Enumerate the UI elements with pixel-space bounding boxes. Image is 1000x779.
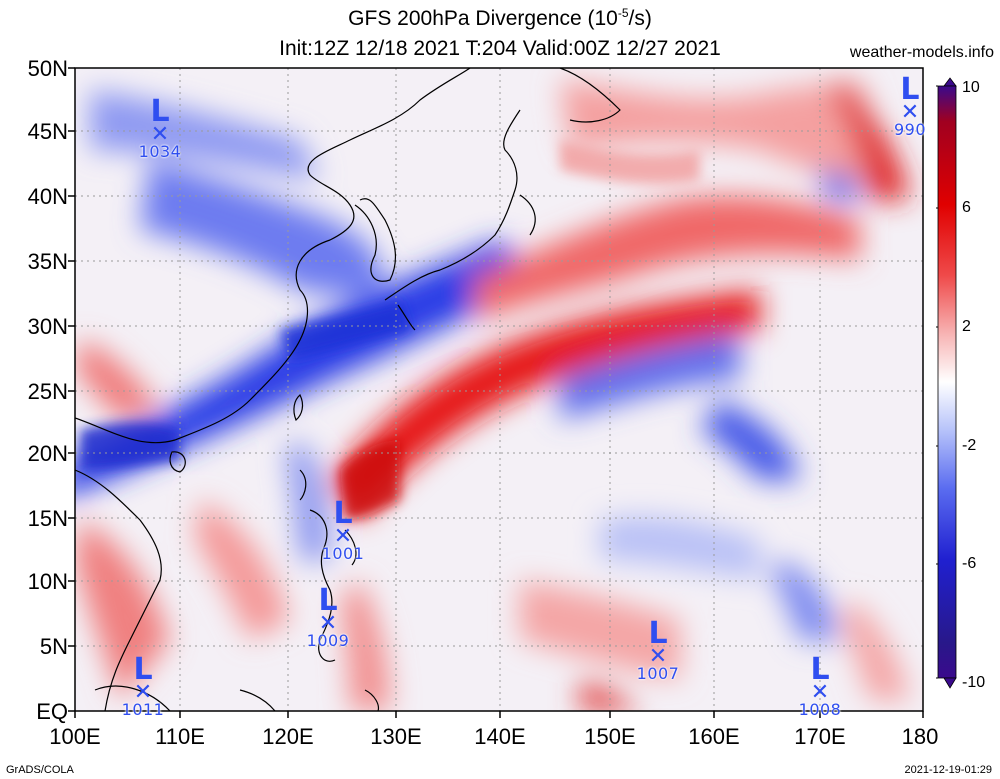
colorbar-label-m6: -6 (962, 555, 976, 573)
low-marker-1008: L ✕ 1008 (799, 656, 842, 718)
colorbar-label-2: 2 (962, 318, 971, 336)
lat-label-50n: 50N (28, 56, 68, 82)
lat-label-30n: 30N (28, 314, 68, 340)
footer-timestamp: 2021-12-19-01:29 (905, 764, 992, 776)
lon-label-100e: 100E (49, 724, 100, 750)
low-pressure: 1007 (637, 666, 680, 682)
low-marker-1011: L ✕ 1011 (122, 656, 165, 718)
colorbar-label-m2: -2 (962, 437, 976, 455)
colorbar (936, 78, 956, 688)
lon-label-140e: 140E (474, 724, 525, 750)
lat-label-10n: 10N (28, 569, 68, 595)
footer-credit: GrADS/COLA (6, 764, 74, 776)
low-marker-1009: L ✕ 1009 (307, 587, 350, 649)
lon-label-170e: 170E (794, 724, 845, 750)
low-marker-1034: L ✕ 1034 (139, 98, 182, 160)
divergence-map-figure: GFS 200hPa Divergence (10-5/s) Init:12Z … (0, 0, 1000, 779)
low-pressure: 1034 (139, 144, 182, 160)
lat-label-20n: 20N (28, 441, 68, 467)
lon-label-120e: 120E (262, 724, 313, 750)
lat-label-35n: 35N (28, 249, 68, 275)
lon-label-110e: 110E (155, 724, 205, 750)
low-pressure: 1001 (322, 546, 365, 562)
low-marker-1001: L ✕ 1001 (322, 500, 365, 562)
low-pressure: 1011 (122, 702, 165, 718)
low-marker-990: L ✕ 990 (894, 76, 926, 138)
low-pressure: 1008 (799, 702, 842, 718)
lon-label-150e: 150E (584, 724, 635, 750)
lat-label-40n: 40N (28, 184, 68, 210)
lat-label-25n: 25N (28, 379, 68, 405)
divergence-field (60, 68, 923, 711)
lat-label-15n: 15N (28, 506, 68, 532)
lon-label-160e: 160E (688, 724, 739, 750)
low-marker-1007: L ✕ 1007 (637, 620, 680, 682)
lat-label-45n: 45N (28, 119, 68, 145)
low-pressure: 990 (894, 122, 926, 138)
lat-label-5n: 5N (40, 634, 68, 660)
lon-label-130e: 130E (370, 724, 421, 750)
lon-label-180: 180 (902, 724, 939, 750)
low-pressure: 1009 (307, 633, 350, 649)
colorbar-label-m10: -10 (962, 674, 985, 692)
colorbar-label-6: 6 (962, 199, 971, 217)
lat-label-eq: EQ (36, 699, 68, 725)
colorbar-label-10: 10 (962, 79, 980, 97)
